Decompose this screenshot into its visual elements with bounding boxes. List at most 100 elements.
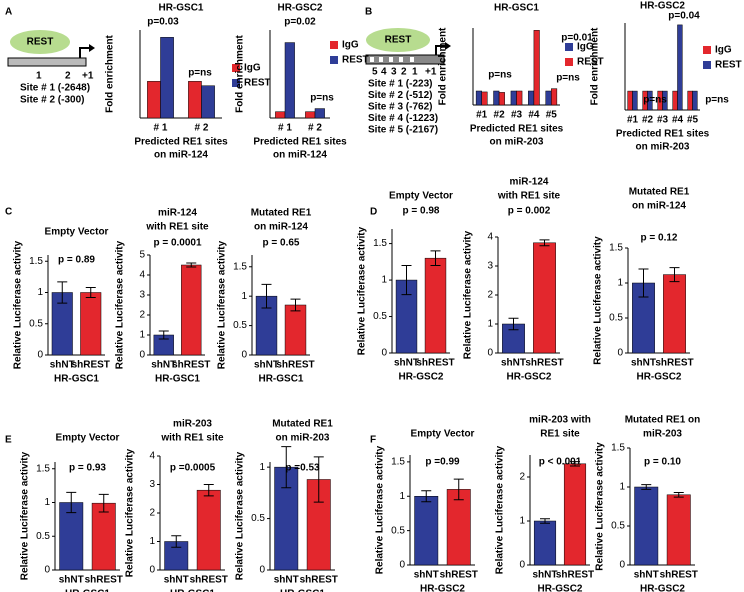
error-bar <box>98 493 109 513</box>
error-bar <box>401 264 412 296</box>
y-tick-label: 1.5 <box>391 457 405 468</box>
x-axis-label: Predicted RE1 sites <box>253 137 347 148</box>
panel-letter: E <box>5 435 12 446</box>
y-axis-label: Relative Luciferase activity <box>235 451 246 580</box>
bar <box>181 264 202 356</box>
x-tick-label: shNT <box>414 570 439 581</box>
error-bar <box>186 262 197 268</box>
y-tick-label: 1.5 <box>611 443 625 454</box>
y-tick-label: 0 <box>619 560 625 571</box>
annotation: p=ns <box>643 95 667 106</box>
error-bar <box>508 317 519 331</box>
x-tick-label: shREST <box>440 570 478 581</box>
y-tick-label: 4 <box>139 270 145 281</box>
error-bar <box>281 446 292 489</box>
y-tick-label: 2 <box>519 472 525 483</box>
annotation: p =0.0005 <box>170 463 216 474</box>
bar <box>677 24 683 111</box>
tss-arrow <box>435 45 448 55</box>
chart-title: on miR-124 <box>632 201 686 212</box>
x-axis-label: HR-GSC2 <box>537 584 582 592</box>
bar <box>551 88 558 106</box>
bar <box>196 489 221 571</box>
chart-title: HR-GSC1 <box>494 3 539 14</box>
site-position: 2 <box>65 71 71 82</box>
bar <box>498 92 505 106</box>
legend-swatch <box>565 43 573 51</box>
bar <box>446 489 471 566</box>
error-bar <box>641 484 652 490</box>
y-axis-label: Relative Luciferase activity <box>463 230 474 359</box>
y-tick-label: 0.5 <box>611 521 625 532</box>
bar <box>687 90 693 111</box>
error-bar <box>290 298 301 312</box>
y-axis-label: Fold enrichment <box>438 27 449 105</box>
x-tick-label: shREST <box>72 360 110 371</box>
y-tick-label: 1 <box>399 491 405 502</box>
x-tick-label: shNT <box>501 358 526 369</box>
annotation: p = 0.98 <box>403 206 440 217</box>
legend-label: REST <box>244 78 271 89</box>
chart-title: Empty Vector <box>389 191 453 202</box>
error-bar <box>85 287 96 298</box>
y-axis-label: Relative Luciferase activity <box>20 451 31 580</box>
bar <box>414 496 439 566</box>
bar <box>147 81 161 119</box>
site-position: 5 <box>372 67 378 78</box>
error-bar <box>66 491 77 514</box>
bar <box>533 30 540 106</box>
error-bar <box>158 330 169 340</box>
bar <box>692 90 698 111</box>
annotation: p=0.01 <box>561 33 593 44</box>
x-tick-label: # 2 <box>195 123 209 134</box>
legend-swatch <box>330 56 338 64</box>
annotation: p=ns <box>488 70 512 81</box>
protein-label: REST <box>385 35 412 46</box>
error-bar <box>57 281 68 304</box>
y-tick-label: 1.5 <box>609 243 623 254</box>
x-tick-label: shREST <box>190 575 228 586</box>
x-axis-label: Predicted RE1 sites <box>134 137 228 148</box>
y-tick-label: 1 <box>487 319 493 330</box>
chart-title: on miR-203 <box>276 433 330 444</box>
x-tick-label: #2 <box>494 110 506 121</box>
site-label: Site # 5 (-2167) <box>368 125 438 136</box>
x-tick-label: shNT <box>254 360 279 371</box>
bar <box>493 90 500 106</box>
x-tick-label: shREST <box>655 358 693 369</box>
y-tick-label: 0 <box>139 350 145 361</box>
arrow-head <box>89 44 95 52</box>
y-tick-label: 1 <box>149 536 155 547</box>
legend-swatch <box>565 58 573 66</box>
x-axis-label: on miR-203 <box>636 142 690 153</box>
x-axis-label: HR-GSC1 <box>258 374 303 385</box>
y-axis-label: Relative Luciferase activity <box>375 445 386 574</box>
x-tick-label: shREST <box>85 575 123 586</box>
x-axis-label: HR-GSC2 <box>636 372 681 383</box>
x-axis-label: on miR-203 <box>490 137 544 148</box>
x-tick-label: shNT <box>631 358 656 369</box>
chart-title: miR-124 <box>510 177 549 188</box>
chart-title: HR-GSC2 <box>277 3 322 14</box>
x-tick-label: #2 <box>642 115 654 126</box>
y-tick-label: 4 <box>149 451 155 462</box>
legend-swatch <box>232 64 240 72</box>
chart-title: with RE1 site <box>145 222 209 233</box>
error-bar <box>203 484 214 497</box>
x-axis-label: HR-GSC2 <box>398 372 443 383</box>
chart-title: miR-203 with <box>529 415 591 426</box>
site-position: +1 <box>425 67 437 78</box>
chart-title: RE1 site <box>540 429 580 440</box>
error-bar <box>171 535 182 548</box>
site-position: 1 <box>412 67 418 78</box>
y-tick-label: 2 <box>139 310 145 321</box>
panel-letter: F <box>370 435 376 446</box>
y-tick-label: 1 <box>259 462 265 473</box>
bar <box>284 304 307 356</box>
y-tick-label: 1.5 <box>36 463 50 474</box>
annotation: p=ns <box>188 68 212 79</box>
y-tick-label: 0.5 <box>609 313 623 324</box>
panel-letter: B <box>365 7 372 18</box>
bar <box>528 90 535 106</box>
annotation: p = 0.002 <box>508 206 551 217</box>
